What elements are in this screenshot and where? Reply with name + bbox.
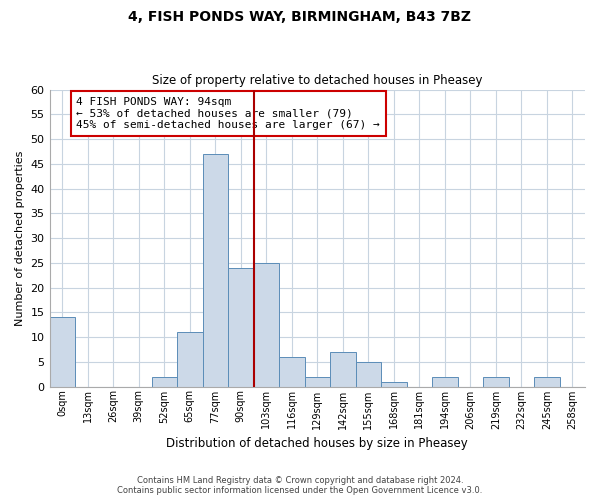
Bar [279,357,305,386]
Bar [177,332,203,386]
Bar [483,376,509,386]
Bar [254,263,279,386]
Y-axis label: Number of detached properties: Number of detached properties [15,150,25,326]
Bar [432,376,458,386]
Text: Contains HM Land Registry data © Crown copyright and database right 2024.
Contai: Contains HM Land Registry data © Crown c… [118,476,482,495]
Bar [50,317,75,386]
Bar [305,376,330,386]
Bar [534,376,560,386]
Bar [330,352,356,386]
Bar [381,382,407,386]
X-axis label: Distribution of detached houses by size in Pheasey: Distribution of detached houses by size … [166,437,468,450]
Bar [152,376,177,386]
Bar [356,362,381,386]
Text: 4 FISH PONDS WAY: 94sqm
← 53% of detached houses are smaller (79)
45% of semi-de: 4 FISH PONDS WAY: 94sqm ← 53% of detache… [76,97,380,130]
Bar [228,268,254,386]
Text: 4, FISH PONDS WAY, BIRMINGHAM, B43 7BZ: 4, FISH PONDS WAY, BIRMINGHAM, B43 7BZ [128,10,472,24]
Bar [203,154,228,386]
Title: Size of property relative to detached houses in Pheasey: Size of property relative to detached ho… [152,74,482,87]
